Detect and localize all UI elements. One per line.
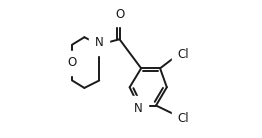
Text: O: O <box>115 8 124 21</box>
Text: N: N <box>134 102 143 115</box>
Text: Cl: Cl <box>178 48 189 61</box>
Text: Cl: Cl <box>178 112 189 125</box>
Text: N: N <box>95 36 103 49</box>
Text: O: O <box>68 56 77 69</box>
